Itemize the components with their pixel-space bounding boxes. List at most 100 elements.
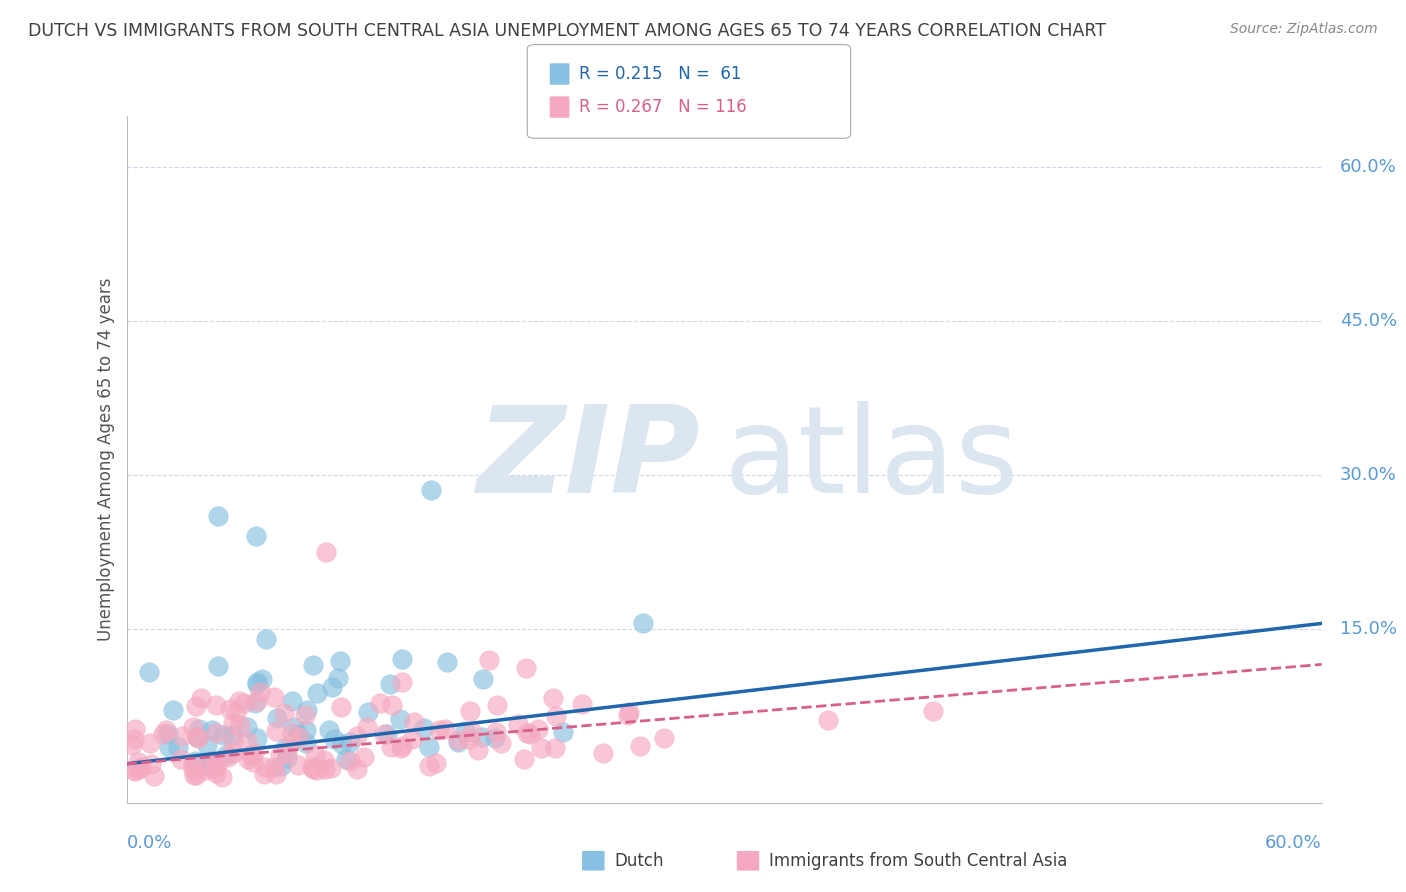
Point (195, 738, 218, 752)
Point (375, 727, 398, 741)
Point (329, 655, 352, 669)
Point (467, 743, 489, 757)
Point (454, 723, 477, 738)
Point (281, 726, 304, 740)
Point (478, 653, 501, 667)
Point (222, 716, 245, 731)
Point (266, 711, 288, 725)
Point (519, 727, 541, 741)
Point (516, 725, 538, 739)
Point (389, 740, 412, 755)
Point (217, 749, 239, 764)
Point (184, 698, 207, 713)
Point (155, 723, 177, 738)
Point (250, 672, 273, 686)
Point (401, 731, 423, 746)
Point (138, 665, 160, 680)
Text: ZIP: ZIP (477, 401, 700, 518)
Point (515, 661, 537, 675)
Point (242, 755, 264, 769)
Point (187, 731, 209, 746)
Point (253, 767, 276, 781)
Point (346, 729, 368, 743)
Point (221, 728, 243, 742)
Point (628, 739, 651, 753)
Point (335, 752, 357, 766)
Point (305, 686, 328, 700)
Point (243, 746, 266, 760)
Point (211, 770, 233, 784)
Point (162, 703, 184, 717)
Point (461, 725, 484, 739)
Point (297, 703, 319, 717)
Point (233, 696, 256, 710)
Point (302, 762, 325, 776)
Point (314, 753, 336, 767)
Point (266, 724, 288, 739)
Point (458, 732, 481, 747)
Point (263, 690, 285, 704)
Point (170, 751, 193, 765)
Point (304, 748, 326, 763)
Point (184, 755, 207, 769)
Point (156, 727, 179, 741)
Point (190, 691, 212, 706)
Point (167, 739, 190, 754)
Point (541, 691, 564, 706)
Point (458, 704, 481, 718)
Point (301, 657, 323, 672)
Point (471, 730, 494, 744)
Point (418, 739, 440, 754)
Point (544, 740, 567, 755)
Point (323, 732, 346, 747)
Text: 15.0%: 15.0% (1340, 620, 1396, 638)
Point (221, 733, 243, 747)
Point (124, 763, 146, 777)
Point (240, 747, 263, 762)
Point (315, 544, 337, 558)
Point (353, 750, 375, 764)
Point (654, 731, 676, 745)
Point (921, 704, 943, 718)
Point (228, 694, 250, 708)
Point (264, 767, 287, 781)
Point (551, 725, 574, 739)
Point (207, 508, 229, 523)
Point (321, 681, 343, 695)
Point (419, 483, 441, 497)
Point (402, 715, 425, 730)
Point (246, 694, 269, 708)
Point (389, 712, 412, 726)
Point (121, 738, 143, 752)
Point (485, 725, 508, 739)
Point (326, 671, 349, 685)
Point (489, 735, 512, 749)
Point (183, 768, 205, 782)
Point (287, 726, 309, 740)
Point (346, 762, 368, 776)
Point (215, 747, 238, 762)
Point (447, 735, 470, 749)
Point (305, 763, 328, 777)
Text: 60.0%: 60.0% (1340, 158, 1396, 177)
Point (472, 672, 495, 686)
Point (631, 615, 654, 630)
Point (205, 698, 228, 712)
Point (544, 708, 567, 723)
Point (139, 736, 162, 750)
Point (142, 769, 165, 783)
Point (329, 700, 352, 714)
Point (391, 652, 413, 666)
Point (201, 723, 224, 738)
Point (276, 747, 298, 761)
Point (245, 731, 267, 746)
Point (170, 729, 193, 743)
Point (236, 720, 259, 734)
Point (391, 675, 413, 690)
Point (339, 754, 361, 768)
Point (368, 696, 391, 710)
Text: atlas: atlas (724, 401, 1019, 518)
Point (357, 705, 380, 719)
Point (287, 758, 309, 772)
Point (817, 714, 839, 728)
